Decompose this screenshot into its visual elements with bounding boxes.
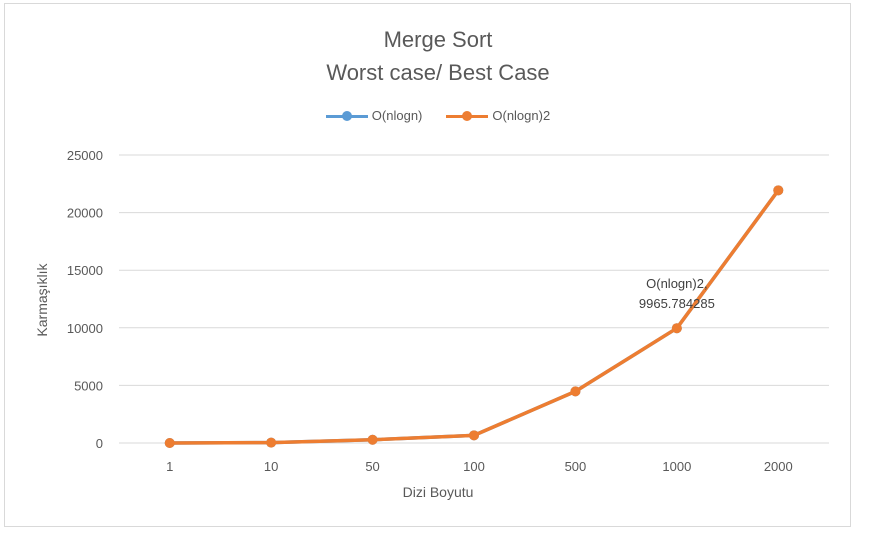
data-label-0-line1: O(nlogn)2,: [646, 276, 707, 291]
data-label-0-line2: 9965.784285: [639, 296, 715, 311]
y-tick-label-3: 15000: [67, 263, 103, 278]
data-point-s2-4: [570, 386, 581, 397]
legend-label-series-2: O(nlogn)2: [492, 108, 551, 123]
chart-title: Merge Sort: [383, 27, 493, 52]
data-point-s2-2: [367, 434, 378, 445]
data-point-s2-0: [164, 438, 175, 448]
legend: O(nlogn) O(nlogn)2: [0, 108, 876, 123]
y-axis-title: Karmaşıklık: [34, 263, 50, 337]
data-point-s2-3: [469, 430, 479, 441]
data-point-s2-5: [671, 323, 682, 334]
x-tick-label-1: 10: [264, 459, 278, 474]
y-tick-label-2: 10000: [67, 321, 103, 336]
x-tick-label-4: 500: [565, 459, 587, 474]
x-tick-label-2: 50: [365, 459, 379, 474]
y-tick-label-0: 0: [96, 436, 103, 451]
legend-item-series-2: O(nlogn)2: [446, 108, 550, 123]
x-tick-label-0: 1: [166, 459, 173, 474]
data-point-s2-1: [266, 437, 277, 448]
y-tick-label-5: 25000: [67, 148, 103, 163]
series-line-2: [167, 188, 781, 445]
y-tick-label-1: 5000: [74, 378, 103, 393]
chart-area: [4, 3, 851, 527]
legend-label-series-1: O(nlogn): [371, 108, 423, 123]
legend-swatch-series-2: [446, 110, 489, 122]
chart-subtitle: Worst case/ Best Case: [326, 60, 550, 85]
legend-swatch-series-1: [325, 110, 368, 122]
x-tick-label-5: 1000: [662, 459, 691, 474]
legend-item-series-1: O(nlogn): [325, 108, 423, 123]
data-point-s2-6: [773, 185, 784, 196]
x-tick-label-6: 2000: [764, 459, 793, 474]
x-tick-label-3: 100: [463, 459, 485, 474]
y-tick-label-4: 20000: [67, 206, 103, 221]
x-axis-title: Dizi Boyutu: [402, 484, 474, 500]
